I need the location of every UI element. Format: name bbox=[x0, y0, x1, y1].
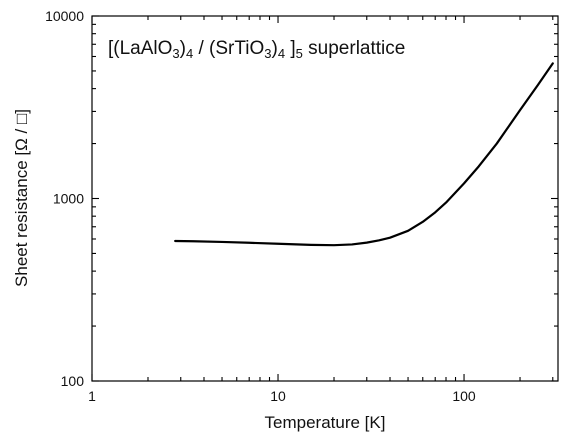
y-tick-label: 100 bbox=[61, 373, 85, 389]
x-tick-label: 10 bbox=[270, 388, 286, 404]
y-tick-label: 10000 bbox=[45, 8, 84, 24]
y-axis-label: Sheet resistance [Ω / □] bbox=[12, 109, 31, 287]
y-tick-label: 1000 bbox=[53, 191, 84, 207]
x-axis-label: Temperature [K] bbox=[265, 413, 386, 432]
plot-frame bbox=[91, 15, 559, 382]
series-line bbox=[174, 62, 554, 247]
x-tick-label: 1 bbox=[88, 388, 96, 404]
tick-labels: 1 10 100 100 1000 10000 bbox=[45, 8, 476, 404]
chart-title: [(LaAlO3)4 / (SrTiO3)4 ]5 superlattice bbox=[108, 38, 405, 61]
x-tick-label: 100 bbox=[452, 388, 476, 404]
axis-ticks bbox=[91, 15, 558, 382]
